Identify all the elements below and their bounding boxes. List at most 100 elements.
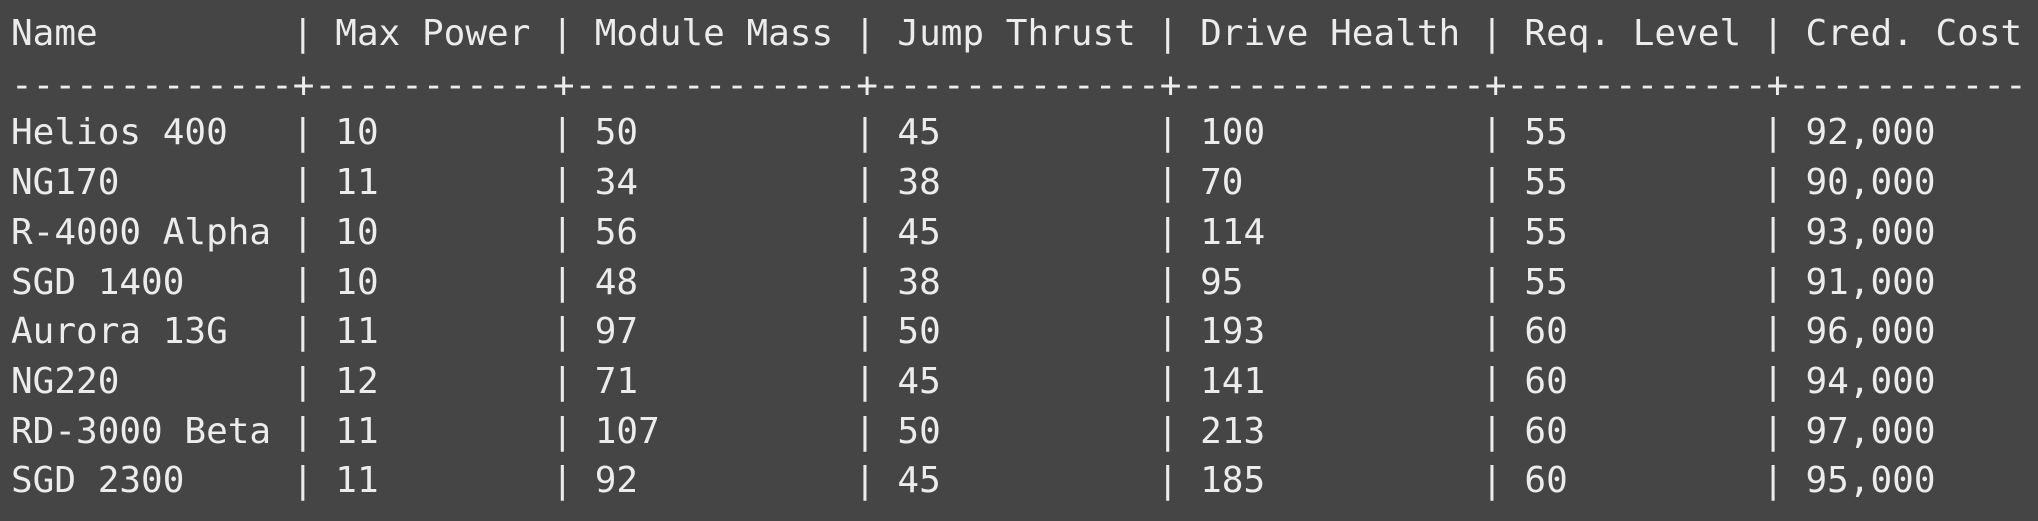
table-cell: 97 — [594, 311, 639, 353]
column-separator: | — [854, 460, 876, 502]
column-separator: | — [551, 13, 574, 54]
column-separator: | — [854, 13, 876, 54]
table-cell: NG170 — [11, 162, 120, 204]
table-cell: 92 — [594, 460, 639, 502]
column-separator: | — [1156, 13, 1179, 54]
table-cell: 60 — [1524, 460, 1568, 502]
table-cell: 12 — [335, 360, 379, 402]
table-cell: 55 — [1524, 162, 1568, 204]
table-cell: 60 — [1524, 311, 1568, 353]
column-separator: | — [1762, 261, 1784, 303]
table-cell: 10 — [335, 261, 379, 303]
column-separator: | — [1481, 311, 1503, 353]
header-cell: Max Power — [335, 13, 531, 54]
column-separator: | — [1762, 162, 1784, 204]
table-cell: 93,000 — [1805, 211, 1936, 253]
table-cell: 97,000 — [1805, 410, 1936, 452]
table-cell: RD-3000 Beta — [11, 410, 272, 452]
table-cell: R-4000 Alpha — [11, 211, 272, 253]
header-cell: Module Mass — [594, 13, 834, 54]
column-separator: | — [1156, 410, 1179, 452]
table-cell: 45 — [897, 460, 941, 502]
column-separator: | — [1156, 311, 1179, 353]
column-separator: | — [1762, 410, 1784, 452]
column-separator: | — [1156, 162, 1179, 204]
column-separator: | — [551, 112, 574, 154]
header-cell: Jump Thrust — [897, 13, 1136, 54]
column-separator: | — [1156, 211, 1179, 253]
column-separator: | — [854, 112, 876, 154]
column-separator: | — [1762, 311, 1784, 353]
column-separator: | — [1156, 460, 1179, 502]
table-cell: 10 — [335, 112, 379, 154]
column-separator: | — [1762, 13, 1784, 54]
table-cell: 193 — [1200, 311, 1266, 353]
table-cell: 94,000 — [1805, 360, 1936, 402]
table-cell: 92,000 — [1805, 112, 1936, 154]
column-separator: | — [292, 13, 314, 54]
column-separator: | — [1762, 460, 1784, 502]
table-cell: 213 — [1200, 410, 1266, 452]
table-cell: 45 — [897, 211, 941, 253]
table-cell: 50 — [594, 112, 639, 154]
table-cell: 185 — [1200, 460, 1266, 502]
column-separator: | — [1762, 211, 1784, 253]
column-separator: | — [1481, 211, 1503, 253]
column-separator: | — [292, 162, 314, 204]
header-cell: Req. Level — [1524, 13, 1742, 54]
table-cell: 90,000 — [1805, 162, 1936, 204]
column-separator: | — [1481, 460, 1503, 502]
table-cell: 55 — [1524, 211, 1568, 253]
table-cell: 60 — [1524, 410, 1568, 452]
header-rule: -------------+-----------+-------------+… — [11, 65, 2027, 107]
table-cell: Aurora 13G — [11, 311, 228, 353]
table-cell: 11 — [335, 410, 379, 452]
column-separator: | — [551, 410, 574, 452]
column-separator: | — [551, 211, 574, 253]
table-cell: Helios 400 — [11, 112, 228, 154]
table-cell: 60 — [1524, 360, 1568, 402]
column-separator: | — [1481, 162, 1503, 204]
header-cell: Name — [11, 13, 98, 54]
column-separator: | — [1762, 360, 1784, 402]
column-separator: | — [854, 261, 876, 303]
column-separator: | — [1481, 410, 1503, 452]
column-separator: | — [1481, 13, 1503, 54]
column-separator: | — [1481, 360, 1503, 402]
table-cell: 114 — [1200, 211, 1266, 253]
table-cell: SGD 1400 — [11, 261, 185, 303]
table-cell: 38 — [897, 261, 941, 303]
column-separator: | — [1156, 360, 1179, 402]
table-cell: 107 — [594, 410, 660, 452]
column-separator: | — [1156, 112, 1179, 154]
table-cell: 50 — [897, 311, 941, 353]
table-cell: 11 — [335, 311, 379, 353]
column-separator: | — [854, 360, 876, 402]
header-cell: Drive Health — [1200, 13, 1461, 54]
table-cell: 11 — [335, 162, 379, 204]
column-separator: | — [551, 261, 574, 303]
column-separator: | — [551, 460, 574, 502]
table-cell: NG220 — [11, 360, 120, 402]
column-separator: | — [1481, 112, 1503, 154]
table-cell: 10 — [335, 211, 379, 253]
table-cell: 70 — [1200, 162, 1244, 204]
table-cell: 95 — [1200, 261, 1244, 303]
table-cell: 38 — [897, 162, 941, 204]
table-cell: 55 — [1524, 261, 1568, 303]
table-cell: 96,000 — [1805, 311, 1936, 353]
table-cell: 50 — [897, 410, 941, 452]
header-cell: Cred. Cost — [1805, 13, 2023, 54]
table-cell: SGD 2300 — [11, 460, 185, 502]
column-separator: | — [854, 311, 876, 353]
table-cell: 45 — [897, 112, 941, 154]
column-separator: | — [1156, 261, 1179, 303]
column-separator: | — [551, 360, 574, 402]
table-cell: 48 — [594, 261, 639, 303]
table-cell: 55 — [1524, 112, 1568, 154]
table-cell: 95,000 — [1805, 460, 1936, 502]
column-separator: | — [854, 211, 876, 253]
column-separator: | — [292, 460, 314, 502]
column-separator: | — [292, 261, 314, 303]
